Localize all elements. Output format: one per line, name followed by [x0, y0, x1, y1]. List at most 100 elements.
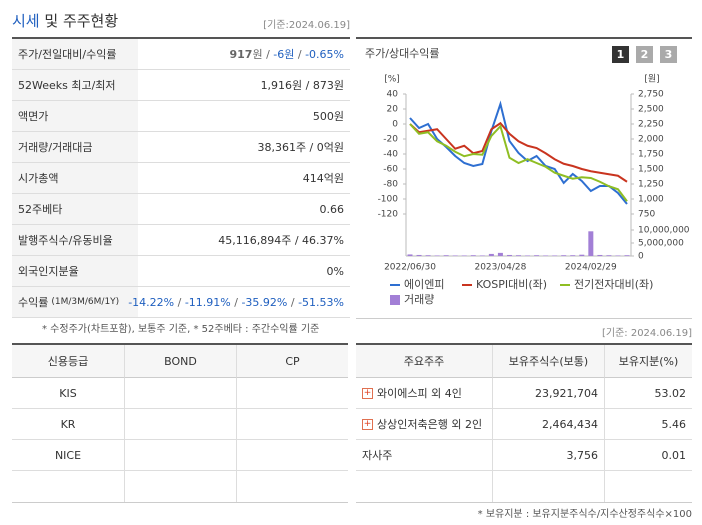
volume-bar: [588, 231, 594, 256]
table-cell: [236, 440, 348, 471]
tab-button[interactable]: [660, 46, 677, 63]
series-line: [409, 123, 628, 202]
cell-text: 53.02: [654, 386, 687, 400]
table-cell: + 와이에스피 외 4인: [356, 378, 492, 409]
table-header: 보유지분(%): [604, 345, 692, 378]
table-cell: 2,464,434: [492, 409, 604, 440]
cell-text: KIS: [59, 386, 77, 400]
y-tick-label: -40: [383, 150, 398, 160]
table-cell: [236, 378, 348, 409]
volume-bar: [470, 255, 476, 256]
expand-icon[interactable]: +: [362, 387, 373, 399]
header-text: BOND: [164, 354, 197, 368]
tab-button[interactable]: [612, 46, 629, 63]
volume-bar: [525, 255, 531, 256]
row-label-text: 액면가: [18, 110, 49, 123]
cell-text: 상상인저축은행 외 2인: [377, 418, 483, 431]
tab-button[interactable]: [636, 46, 653, 63]
x-tick-label: 2024/02/29: [565, 263, 617, 273]
header-title: 시세: [12, 12, 40, 30]
y-tick-label: 40: [387, 90, 399, 100]
cell-text: 자사주: [362, 449, 393, 462]
row-label-text: 발행주식수/유동비율: [18, 234, 113, 247]
date-note: [기준: 2024.06.19]: [601, 328, 692, 339]
volume-bar: [606, 255, 612, 256]
table-cell: 23,921,704: [492, 378, 604, 409]
y-tick-label: 0: [392, 120, 398, 130]
table-header: BOND: [124, 345, 236, 378]
table-cell: + 상상인저축은행 외 2인: [356, 409, 492, 440]
value-part: -14.22%: [128, 295, 175, 309]
table-cell: NICE: [12, 440, 124, 471]
volume-bar: [543, 255, 549, 256]
row-value-text: 45,116,894주 / 46.37%: [218, 234, 344, 247]
row-value-text: 1,916원 / 873원: [260, 79, 344, 92]
y2-tick-label: 1,250: [638, 180, 664, 190]
value-part: -11.91%: [184, 295, 231, 309]
table-cell: [236, 471, 348, 502]
y2-tick-label: 1,000: [638, 195, 664, 205]
volume-bar: [579, 254, 585, 256]
volume-bar: [434, 255, 440, 256]
value-part: -0.65%: [305, 47, 344, 61]
header-date: [기준:2024.06.19]: [263, 20, 350, 31]
value-part: -51.53%: [298, 295, 344, 309]
volume-bar: [516, 255, 521, 256]
row-label-text: 52주베타: [18, 203, 63, 216]
header-text: 보유주식수(보통): [508, 355, 589, 368]
tab-button-label: 3: [665, 48, 673, 61]
row-value-text: 414억원: [302, 172, 344, 185]
y2-tick-label: 2,250: [638, 120, 664, 130]
table-cell: 0.01: [604, 440, 692, 471]
header-text: 주요주주: [403, 355, 445, 368]
volume-bar: [552, 255, 558, 256]
row-value: 45,116,894주 / 46.37%: [138, 225, 350, 256]
row-value: 0%: [138, 256, 350, 287]
y-tick-label: -60: [383, 165, 398, 175]
volume-bar: [497, 252, 503, 256]
header-text: 보유지분(%): [618, 355, 679, 368]
volume-tick-label: 0: [638, 252, 644, 262]
row-label: 거래량/거래대금: [12, 132, 138, 163]
volume-bar: [452, 255, 458, 256]
table-header: CP: [236, 345, 348, 378]
footnote: * 보유지분 : 보유지분주식수/지수산정주식수×100: [477, 509, 692, 520]
volume-bar: [479, 255, 485, 256]
row-value-text: 38,361주 / 0억원: [257, 141, 344, 154]
chart: 주가/상대수익률 1 2 3 [%] [원] 40 20 0 -20 -40 -60 -80 -100 -1…: [365, 46, 690, 306]
row-label-text: 외국인지분율: [18, 265, 79, 278]
y2-tick-label: 1,750: [638, 150, 664, 160]
row-label-text: 52Weeks 최고/최저: [18, 79, 116, 92]
table-cell: [492, 471, 604, 502]
y2-tick-label: 2,750: [638, 90, 664, 100]
volume-bar: [461, 255, 467, 256]
row-value: 0.66: [138, 194, 350, 225]
volume-bar: [561, 255, 567, 256]
table-cell: 5.46: [604, 409, 692, 440]
table-cell: KR: [12, 409, 124, 440]
header-text: 신용등급: [47, 355, 89, 368]
y-axis-label: [%]: [384, 75, 400, 85]
volume-tick-label: 5,000,000: [638, 239, 684, 249]
y2-tick-label: 1,500: [638, 165, 664, 175]
holders-table: 주요주주 보유주식수(보통) 보유지분(%) + 와이에스피 외 4인 23,921,70…: [356, 343, 692, 503]
y-tick-label: -120: [378, 210, 399, 220]
table-cell: KIS: [12, 378, 124, 409]
credit-table: 신용등급 BOND CP KIS KR NICE: [12, 343, 348, 503]
table-cell: 3,756: [492, 440, 604, 471]
series-line: [409, 100, 628, 205]
table-cell: [12, 471, 124, 502]
row-value: 917 원 / -6원 / -0.65%: [138, 39, 350, 70]
volume-bar: [407, 254, 413, 256]
value-part: /: [294, 47, 306, 61]
cell-text: 5.46: [661, 417, 687, 431]
x-tick-label: 2022/06/30: [384, 263, 436, 273]
chart-title: 주가/상대수익률: [365, 47, 440, 60]
y-tick-label: -100: [378, 195, 399, 205]
table-cell: [236, 409, 348, 440]
row-label: 외국인지분율: [12, 256, 138, 287]
row-value: 38,361주 / 0억원: [138, 132, 350, 163]
series-line: [409, 121, 628, 183]
expand-icon[interactable]: +: [362, 418, 373, 430]
